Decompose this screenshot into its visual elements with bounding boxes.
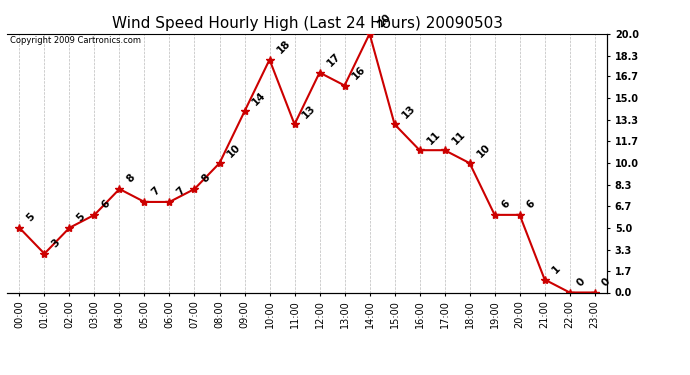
Text: 6: 6 [100, 198, 112, 211]
Text: 20: 20 [375, 12, 393, 30]
Text: 3: 3 [50, 237, 62, 249]
Text: 8: 8 [200, 172, 213, 185]
Title: Wind Speed Hourly High (Last 24 Hours) 20090503: Wind Speed Hourly High (Last 24 Hours) 2… [112, 16, 502, 31]
Text: 7: 7 [150, 186, 162, 198]
Text: 8: 8 [125, 172, 137, 185]
Text: 5: 5 [75, 211, 87, 223]
Text: 0: 0 [600, 276, 613, 288]
Text: 7: 7 [175, 186, 187, 198]
Text: 10: 10 [475, 142, 493, 159]
Text: 6: 6 [500, 198, 513, 211]
Text: 16: 16 [350, 64, 368, 81]
Text: 11: 11 [425, 129, 442, 146]
Text: 11: 11 [450, 129, 468, 146]
Text: 1: 1 [550, 263, 562, 275]
Text: Copyright 2009 Cartronics.com: Copyright 2009 Cartronics.com [10, 36, 141, 45]
Text: 13: 13 [400, 103, 417, 120]
Text: 14: 14 [250, 90, 268, 107]
Text: 0: 0 [575, 276, 587, 288]
Text: 10: 10 [225, 142, 242, 159]
Text: 5: 5 [25, 211, 37, 223]
Text: 17: 17 [325, 51, 342, 68]
Text: 13: 13 [300, 103, 317, 120]
Text: 18: 18 [275, 38, 293, 56]
Text: 6: 6 [525, 198, 538, 211]
